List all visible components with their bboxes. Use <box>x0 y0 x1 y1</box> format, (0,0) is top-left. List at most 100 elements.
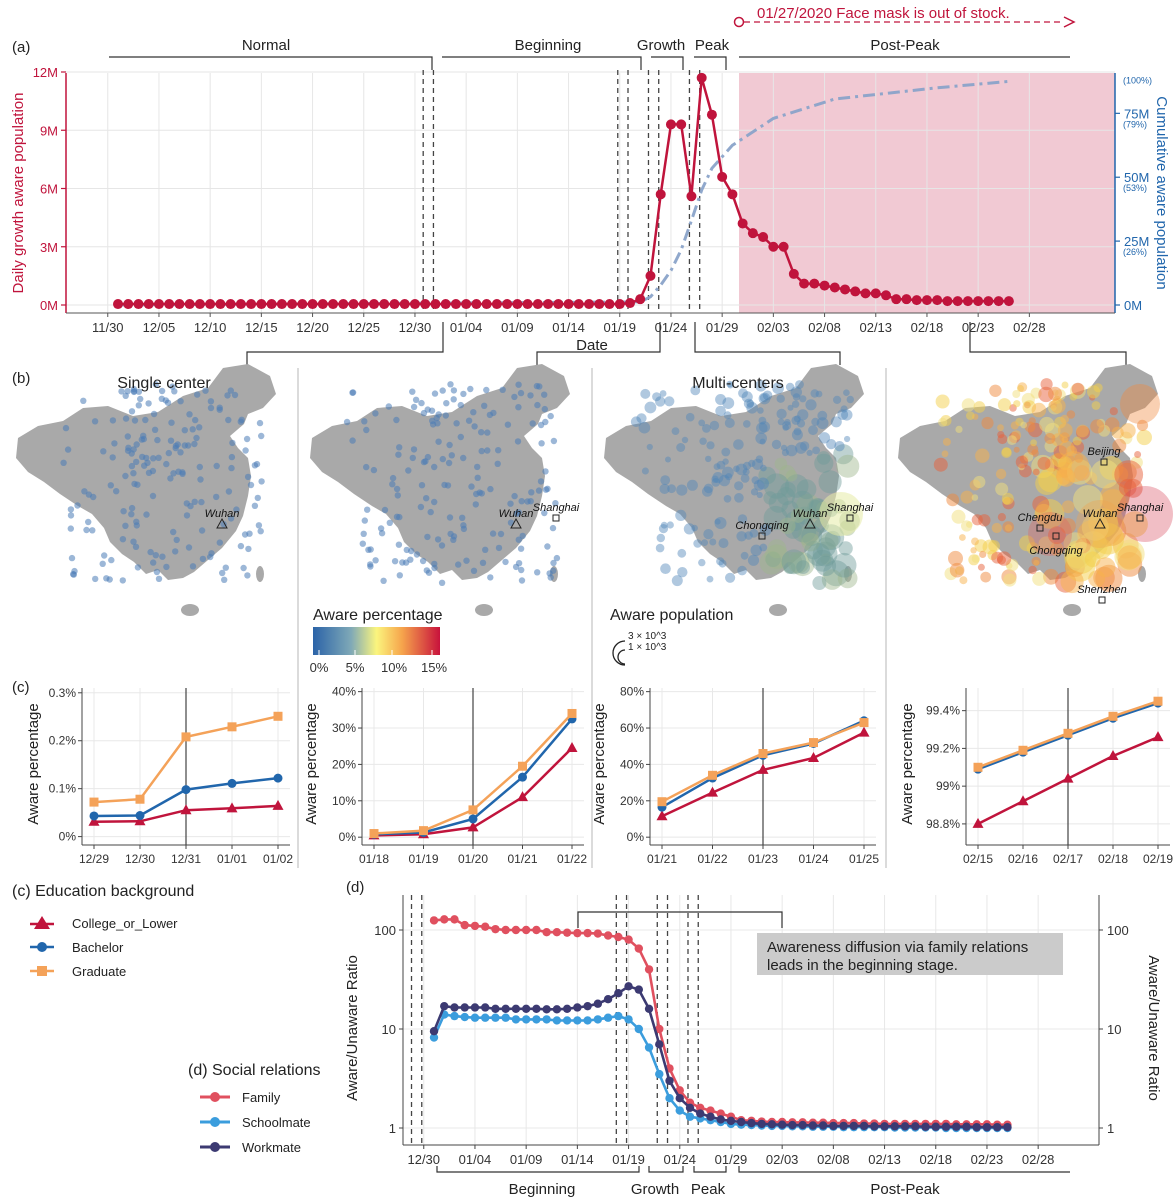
map-dot <box>686 479 698 491</box>
panel-a-grid <box>66 71 1115 313</box>
family-annotation-line-1: Awareness diffusion via family relations <box>767 939 1028 956</box>
map-dot <box>810 389 819 398</box>
map-dot <box>417 503 425 511</box>
map-dot <box>534 569 541 576</box>
map-dot <box>814 453 834 473</box>
map-dot <box>1007 435 1017 445</box>
left-tick-label: 9M <box>40 123 58 138</box>
panel-c-y-title-4: Aware percentage <box>899 703 916 824</box>
panel-c-y-title-3: Aware percentage <box>591 703 608 824</box>
map-dot <box>343 418 351 426</box>
aware-percentage-colorbar <box>313 627 440 655</box>
legend-marker-bachelor <box>37 942 47 952</box>
map-dot <box>457 401 464 409</box>
map-dot <box>128 462 136 470</box>
panel-a-axes: 0M 3M 6M 9M 12M 0M 25M 50M 75M (26%) (53%) (79%) (10… <box>33 65 1152 335</box>
social-relations-chart: 1 1 10 10 100 100 12/30 01/04 01/09 01/14 01/19 01/… <box>374 895 1129 1167</box>
map-dot <box>677 548 687 558</box>
map-dot <box>439 455 446 463</box>
daily-growth-point <box>143 299 154 310</box>
map-dot <box>193 434 200 442</box>
x-tick-label: 01/20 <box>458 852 488 866</box>
map-dot <box>723 411 732 420</box>
map-dot <box>122 472 129 480</box>
map-dot <box>394 492 401 499</box>
map-dot <box>459 514 466 521</box>
map-dot <box>367 561 374 568</box>
daily-growth-point <box>881 290 891 301</box>
map-dot <box>1048 526 1066 545</box>
daily-growth-point <box>563 299 574 310</box>
map-hotspot <box>1120 384 1160 424</box>
y-tick-label: 30% <box>332 721 356 735</box>
point-graduate <box>809 738 818 748</box>
city-label-shanghai: Shanghai <box>827 502 874 514</box>
map-dot <box>795 380 804 389</box>
city-marker <box>758 532 766 540</box>
map-dot <box>363 426 370 434</box>
map-dot <box>1087 385 1101 399</box>
map-title-1: Single center <box>117 375 211 392</box>
map-dot <box>504 421 512 428</box>
map-dot <box>979 550 987 558</box>
map-dot <box>502 558 509 566</box>
map-dot <box>762 390 773 401</box>
map-dot <box>795 442 807 454</box>
right-percent-label: (53%) <box>1123 183 1147 193</box>
map-dot <box>966 411 975 420</box>
map-dot <box>959 576 968 585</box>
map-dot <box>640 388 651 399</box>
social-relations-legend: (d) Social relations Family Schoolmate W… <box>188 1062 321 1155</box>
bottom-tick-label: 02/13 <box>868 1152 901 1167</box>
x-tick-label: 01/18 <box>359 852 389 866</box>
map-dot <box>744 531 753 540</box>
map-dot <box>251 502 259 509</box>
map-dot <box>395 451 402 458</box>
point-schoolmate <box>655 1069 664 1079</box>
right-tick-label: 0M <box>1124 298 1142 313</box>
map-dot <box>89 527 96 534</box>
y-tick-label: 0% <box>339 830 357 844</box>
map-dot <box>1072 436 1082 446</box>
map-dot <box>973 401 986 413</box>
map-dot <box>755 432 767 445</box>
city-label-shenzhen: Shenzhen <box>1077 584 1127 596</box>
legend-label-graduate: Graduate <box>72 964 126 979</box>
map-dot <box>170 470 177 477</box>
map-dot <box>756 491 763 499</box>
map-dot <box>715 405 726 417</box>
map-dot <box>742 461 752 470</box>
map-dot <box>227 387 234 394</box>
map-dot <box>391 558 399 565</box>
map-dot <box>752 458 764 470</box>
map-dot <box>784 418 791 426</box>
point-family <box>644 965 654 974</box>
map-dot <box>487 574 494 581</box>
bottom-tick-label: 02/13 <box>859 320 892 335</box>
map-dot <box>258 432 265 440</box>
map-dot <box>740 474 750 483</box>
point-graduate <box>1153 696 1163 706</box>
map-dot <box>746 402 758 414</box>
map-dot <box>372 557 379 564</box>
bottom-tick-label: 11/30 <box>92 320 124 335</box>
map-dot <box>748 459 756 467</box>
panel-d-stage-growth: Growth <box>631 1181 679 1198</box>
map-dot <box>737 514 748 524</box>
point-workmate <box>829 1121 838 1131</box>
map-dot <box>109 454 116 461</box>
map-dot <box>389 474 397 482</box>
map-dot <box>359 540 366 547</box>
map-dot <box>733 439 744 450</box>
map-dot <box>777 418 785 426</box>
map-dot <box>995 468 1007 480</box>
daily-growth-point <box>266 299 277 310</box>
map-dot <box>542 418 549 426</box>
map-dot <box>173 536 180 544</box>
bottom-tick-label: 12/10 <box>194 320 227 335</box>
map-dot <box>486 411 494 419</box>
y-tick-label: 0.3% <box>49 686 77 700</box>
x-tick-label: 01/19 <box>408 852 438 866</box>
map-dot <box>1037 456 1051 470</box>
